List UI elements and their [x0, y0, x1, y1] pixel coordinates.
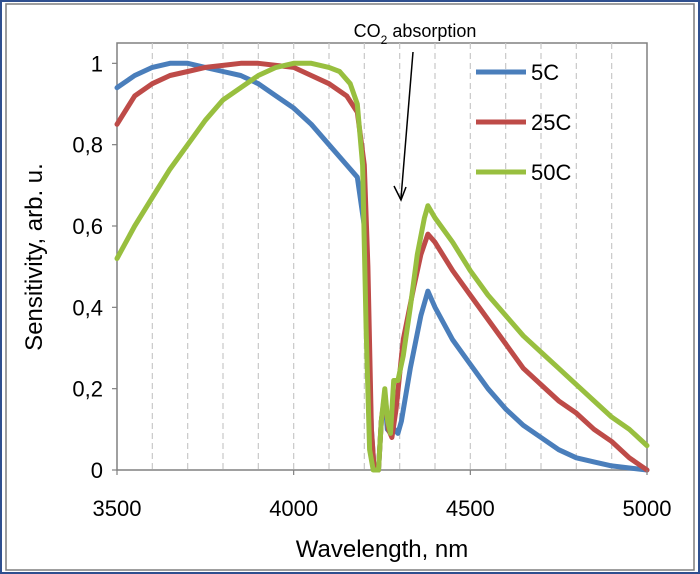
annotation-arrow [400, 51, 414, 199]
annotation-arrowhead [393, 185, 407, 202]
legend-label-25C: 25C [531, 110, 571, 135]
x-tick-label: 5000 [623, 496, 672, 521]
x-tick-label: 4000 [269, 496, 318, 521]
y-tick-label: 0 [91, 458, 103, 483]
series-layer [114, 60, 650, 473]
y-axis-label: Sensitivity, arb. u. [21, 163, 48, 351]
y-tick-label: 0,4 [72, 295, 103, 320]
y-tick-label: 1 [91, 51, 103, 76]
y-tick-label: 0,8 [72, 133, 103, 158]
y-tick-label: 0,6 [72, 214, 103, 239]
series-line-50C [114, 60, 650, 473]
x-tick-label: 3500 [93, 496, 142, 521]
annotation-text: CO2 absorption [354, 21, 477, 47]
frame-inner [5, 3, 695, 571]
legend-label-5C: 5C [531, 60, 559, 85]
legend-label-50C: 50C [531, 160, 571, 185]
legend: 5C 25C 50C [476, 60, 571, 185]
x-tick-label: 4500 [446, 496, 495, 521]
tick-labels: 3500 4000 4500 5000 0 0,2 0,4 0,6 0,8 1 [72, 51, 671, 521]
x-axis-label: Wavelength, nm [296, 536, 469, 563]
y-tick-label: 0,2 [72, 377, 103, 402]
